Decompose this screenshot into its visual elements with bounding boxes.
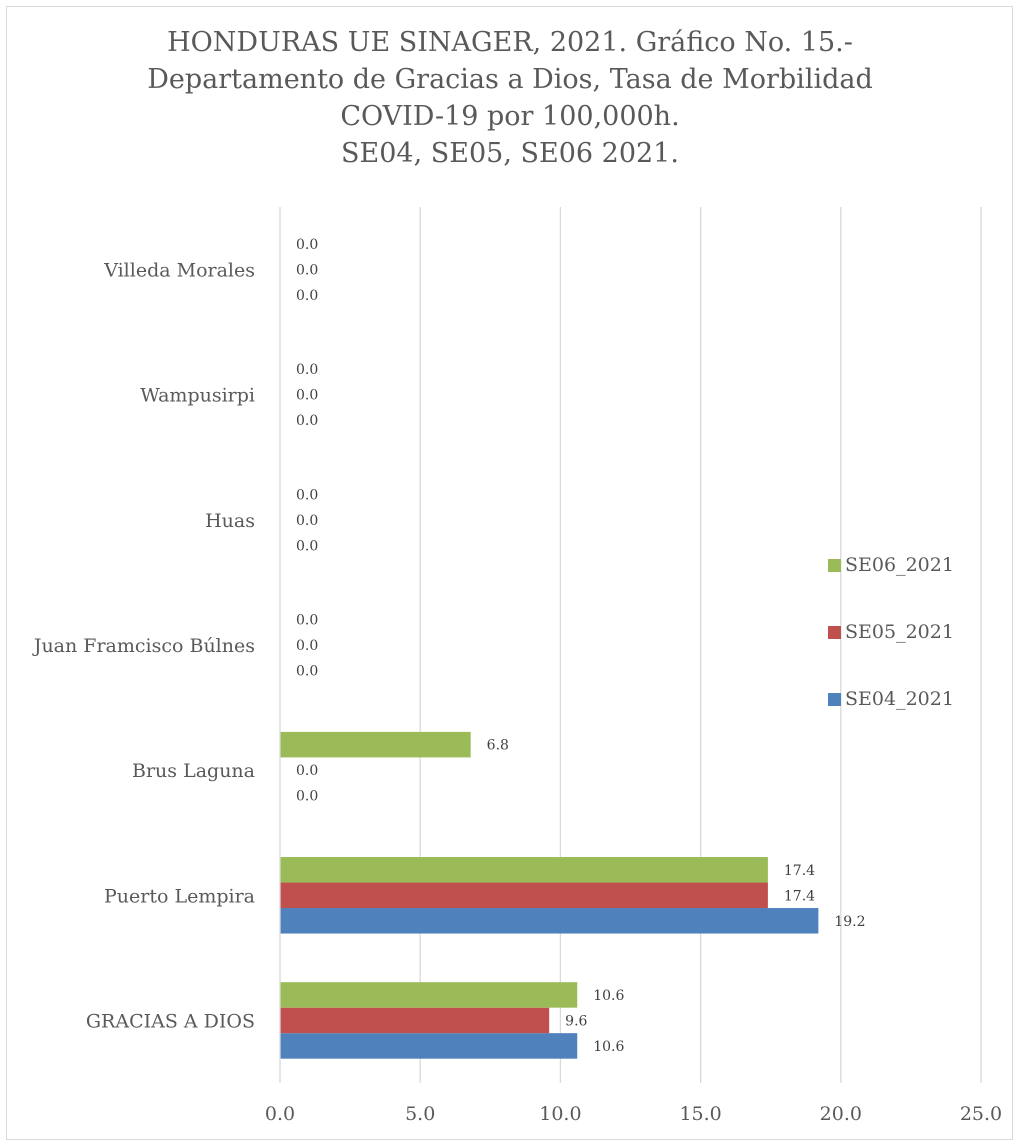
title-line-4: SE04, SE05, SE06 2021. <box>341 138 679 169</box>
data-label-se04_2021-5: 0.0 <box>296 413 318 429</box>
data-label-se04_2021-0: 10.6 <box>593 1039 624 1055</box>
chart-legend: SE06_2021 SE05_2021 SE04_2021 <box>828 546 954 747</box>
x-tick-label-5: 25.0 <box>960 1103 1002 1125</box>
legend-item-se06: SE06_2021 <box>828 546 954 584</box>
category-label-3: Juan Framcisco Búlnes <box>32 635 255 657</box>
bar-se06_2021-1 <box>280 857 768 883</box>
x-tick-label-4: 20.0 <box>820 1103 862 1125</box>
category-label-2: Brus Laguna <box>132 760 255 782</box>
data-label-se05_2021-6: 0.0 <box>296 263 318 279</box>
category-label-1: Puerto Lempira <box>104 885 255 907</box>
data-label-se04_2021-1: 19.2 <box>834 914 865 930</box>
x-tick-label-2: 10.0 <box>539 1103 581 1125</box>
legend-item-se04: SE04_2021 <box>828 680 954 718</box>
category-label-0: GRACIAS A DIOS <box>86 1010 255 1032</box>
data-label-se04_2021-3: 0.0 <box>296 664 318 680</box>
category-label-6: Villeda Morales <box>103 260 255 282</box>
x-tick-label-3: 15.0 <box>679 1103 721 1125</box>
data-label-se05_2021-5: 0.0 <box>296 388 318 404</box>
bar-se04_2021-0 <box>280 1033 578 1059</box>
bar-se05_2021-0 <box>280 1007 550 1034</box>
chart-title: HONDURAS UE SINAGER, 2021. Gráfico No. 1… <box>0 24 1020 172</box>
legend-swatch-se06 <box>828 558 841 572</box>
data-label-se04_2021-2: 0.0 <box>296 789 318 805</box>
legend-label-se06: SE06_2021 <box>845 554 954 576</box>
title-line-3: COVID-19 por 100,000h. <box>340 101 680 132</box>
legend-swatch-se05 <box>828 625 841 639</box>
legend-label-se05: SE05_2021 <box>845 621 954 643</box>
data-label-se05_2021-1: 17.4 <box>784 888 815 904</box>
data-label-se06_2021-6: 0.0 <box>296 237 318 253</box>
data-label-se06_2021-5: 0.0 <box>296 362 318 378</box>
data-label-se06_2021-3: 0.0 <box>296 613 318 629</box>
data-label-se04_2021-4: 0.0 <box>296 538 318 554</box>
title-line-2: Departamento de Gracias a Dios, Tasa de … <box>147 64 873 95</box>
data-label-se06_2021-1: 17.4 <box>784 863 815 879</box>
bar-se04_2021-1 <box>280 908 819 934</box>
title-line-1: HONDURAS UE SINAGER, 2021. Gráfico No. 1… <box>167 27 853 58</box>
legend-label-se04: SE04_2021 <box>845 688 954 710</box>
x-tick-label-1: 5.0 <box>405 1103 435 1125</box>
category-label-4: Huas <box>205 510 255 532</box>
legend-item-se05: SE05_2021 <box>828 613 954 651</box>
legend-swatch-se04 <box>828 692 841 706</box>
bar-se06_2021-0 <box>280 982 578 1008</box>
x-tick-label-0: 0.0 <box>265 1103 295 1125</box>
data-label-se06_2021-0: 10.6 <box>593 988 624 1004</box>
data-label-se05_2021-3: 0.0 <box>296 638 318 654</box>
data-label-se05_2021-0: 9.6 <box>565 1013 587 1029</box>
data-label-se05_2021-4: 0.0 <box>296 513 318 529</box>
chart-frame <box>6 6 1013 1140</box>
bar-se06_2021-2 <box>280 731 471 758</box>
bar-se05_2021-1 <box>280 882 768 909</box>
data-label-se05_2021-2: 0.0 <box>296 763 318 779</box>
data-label-se06_2021-4: 0.0 <box>296 487 318 503</box>
data-label-se04_2021-6: 0.0 <box>296 288 318 304</box>
data-label-se06_2021-2: 6.8 <box>487 738 509 754</box>
category-label-5: Wampusirpi <box>140 385 255 407</box>
